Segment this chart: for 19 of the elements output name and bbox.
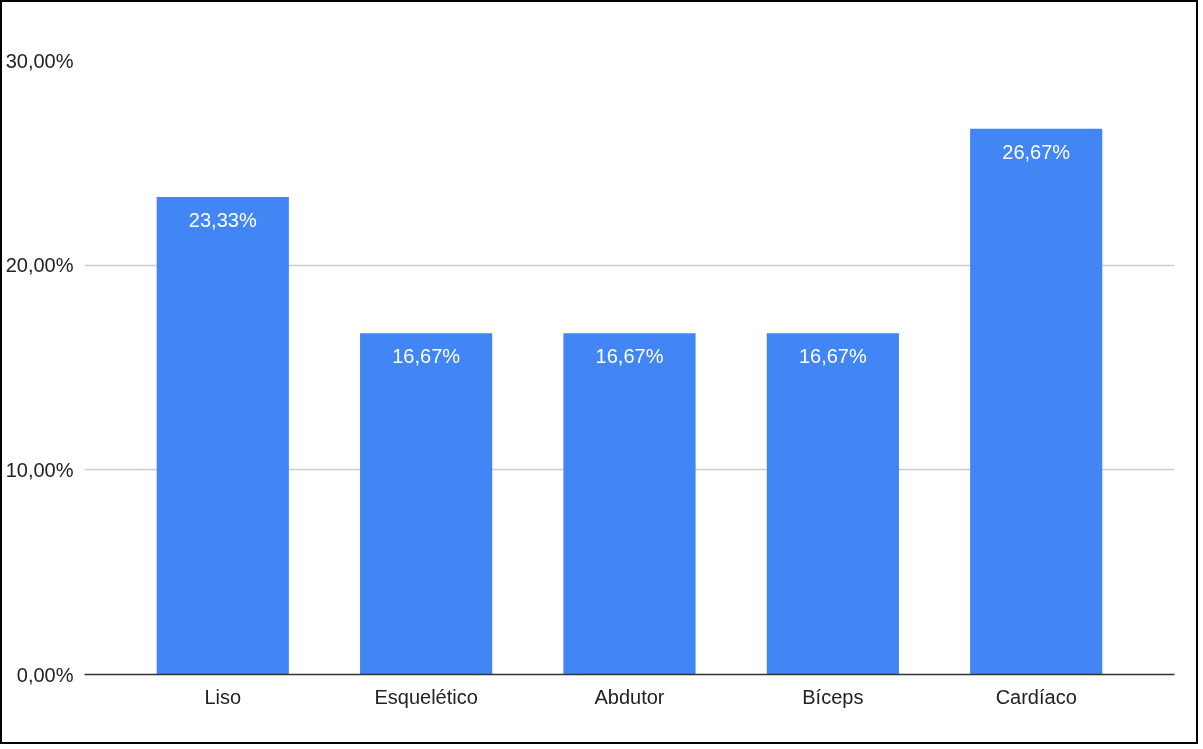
y-tick-label: 0,00%	[16, 663, 74, 686]
bar	[563, 333, 696, 675]
data-label: 16,67%	[392, 345, 461, 368]
y-tick-label: 20,00%	[5, 254, 74, 277]
x-tick-label: Bíceps	[802, 685, 864, 708]
data-label: 16,67%	[595, 345, 664, 368]
x-tick-label: Abdutor	[594, 685, 665, 708]
y-tick-label: 10,00%	[5, 458, 74, 481]
data-label: 26,67%	[1002, 140, 1071, 163]
x-tick-label: Esquelético	[374, 685, 478, 708]
data-label: 23,33%	[188, 209, 257, 232]
bar	[766, 333, 899, 675]
x-tick-label: Cardíaco	[995, 685, 1077, 708]
x-tick-label: Liso	[204, 685, 242, 708]
y-tick-label: 30,00%	[5, 49, 74, 72]
bar	[360, 333, 493, 675]
data-label: 16,67%	[798, 345, 867, 368]
bar	[156, 197, 289, 675]
bar	[970, 128, 1103, 675]
